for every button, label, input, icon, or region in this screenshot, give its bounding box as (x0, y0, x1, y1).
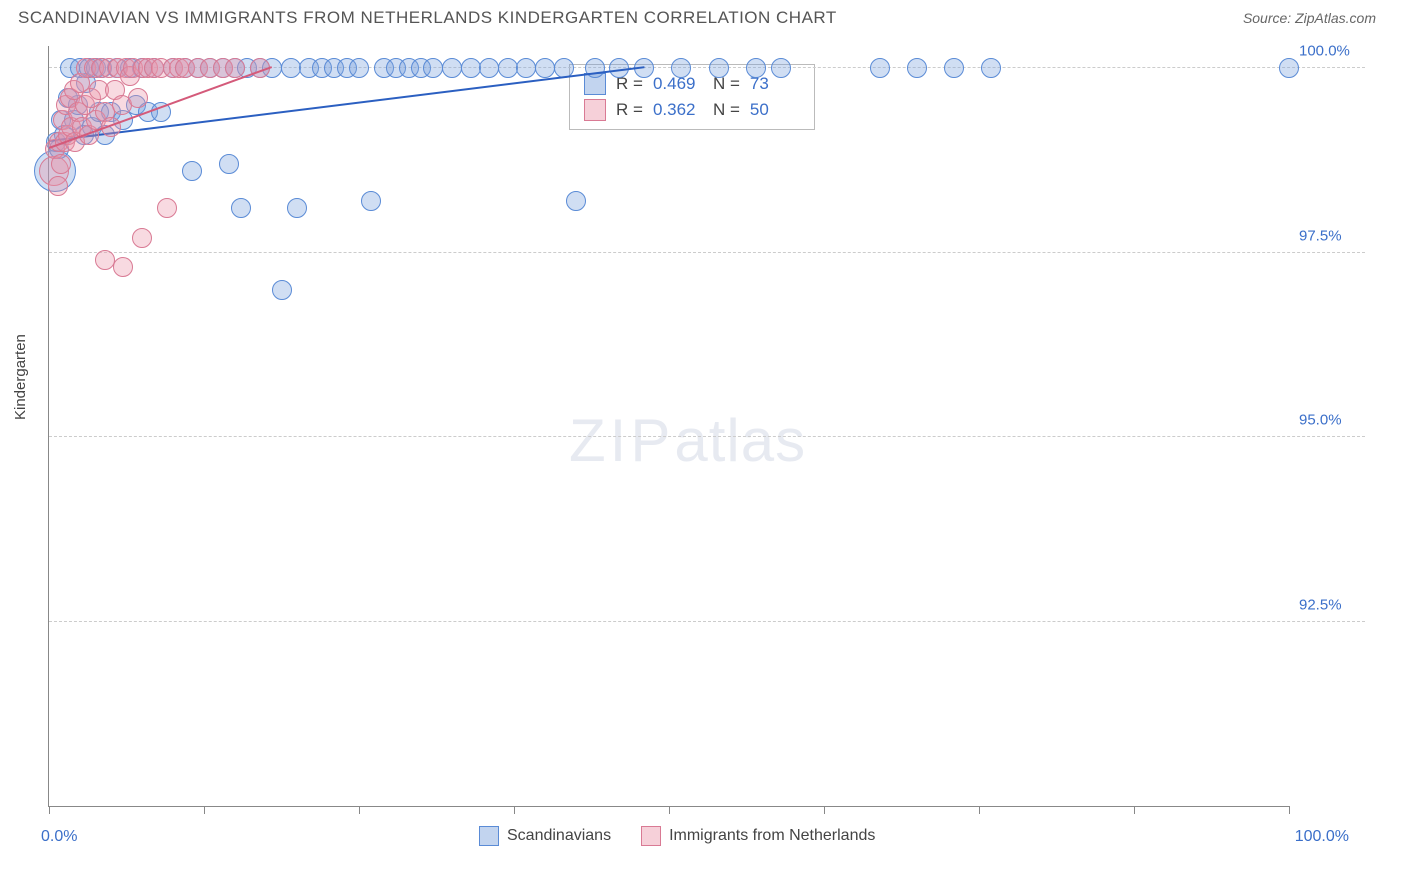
swatch-pink-icon (584, 99, 606, 121)
data-point (709, 58, 729, 78)
data-point (225, 58, 245, 78)
x-tick (49, 806, 50, 814)
legend-item-netherlands: Immigrants from Netherlands (641, 826, 875, 846)
data-point (746, 58, 766, 78)
chart-title: SCANDINAVIAN VS IMMIGRANTS FROM NETHERLA… (18, 8, 837, 28)
data-point (361, 191, 381, 211)
watermark: ZIPatlas (569, 406, 806, 475)
y-axis-title: Kindergarten (12, 334, 29, 420)
x-tick (979, 806, 980, 814)
data-point (128, 88, 148, 108)
data-point (516, 58, 536, 78)
chart-header: SCANDINAVIAN VS IMMIGRANTS FROM NETHERLA… (0, 0, 1406, 32)
x-tick (669, 806, 670, 814)
data-point (535, 58, 555, 78)
data-point (442, 58, 462, 78)
y-tick-label: 95.0% (1299, 412, 1342, 429)
data-point (157, 198, 177, 218)
x-axis-max-label: 100.0% (1295, 828, 1349, 846)
data-point (461, 58, 481, 78)
stats-row-netherlands: R = 0.362 N = 50 (584, 97, 800, 123)
x-tick (1134, 806, 1135, 814)
data-point (349, 58, 369, 78)
data-point (498, 58, 518, 78)
chart-source: Source: ZipAtlas.com (1243, 10, 1376, 26)
data-point (287, 198, 307, 218)
data-point (182, 161, 202, 181)
data-point (219, 154, 239, 174)
y-tick-label: 97.5% (1299, 227, 1342, 244)
data-point (944, 58, 964, 78)
data-point (231, 198, 251, 218)
swatch-pink-icon (641, 826, 661, 846)
data-point (671, 58, 691, 78)
x-tick (359, 806, 360, 814)
data-point (771, 58, 791, 78)
x-tick (1289, 806, 1290, 814)
data-point (870, 58, 890, 78)
data-point (281, 58, 301, 78)
data-point (981, 58, 1001, 78)
data-point (48, 176, 68, 196)
legend-bottom: Scandinavians Immigrants from Netherland… (479, 826, 875, 846)
swatch-blue-icon (479, 826, 499, 846)
data-point (479, 58, 499, 78)
data-point (1279, 58, 1299, 78)
scatter-plot: ZIPatlas R = 0.469 N = 73 R = 0.362 N = … (48, 46, 1289, 807)
y-tick-label: 92.5% (1299, 596, 1342, 613)
data-point (423, 58, 443, 78)
data-point (566, 191, 586, 211)
y-tick-label: 100.0% (1299, 43, 1350, 60)
legend-item-scandinavians: Scandinavians (479, 826, 611, 846)
x-tick (824, 806, 825, 814)
x-tick (204, 806, 205, 814)
x-axis-min-label: 0.0% (41, 828, 77, 846)
data-point (51, 154, 71, 174)
data-point (132, 228, 152, 248)
gridline (49, 252, 1365, 253)
gridline (49, 621, 1365, 622)
gridline (49, 436, 1365, 437)
data-point (907, 58, 927, 78)
data-point (95, 250, 115, 270)
data-point (272, 280, 292, 300)
x-tick (514, 806, 515, 814)
data-point (113, 257, 133, 277)
